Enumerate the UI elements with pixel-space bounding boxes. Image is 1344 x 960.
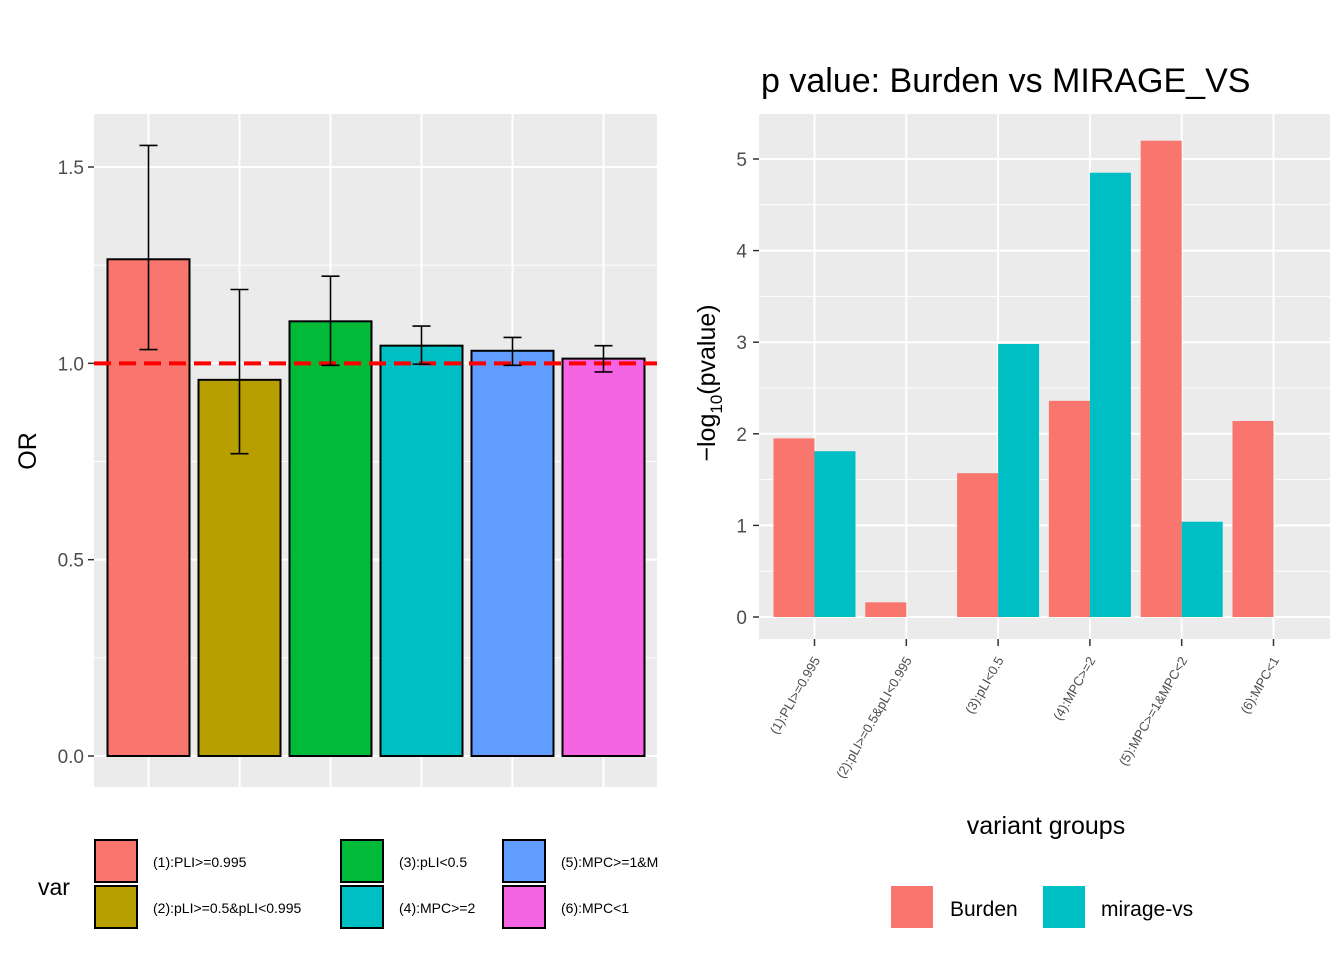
bar-Burden-4 [1048, 400, 1090, 617]
bar-mirage-vs-1 [814, 451, 856, 617]
y-tick-label: 3 [736, 333, 747, 354]
right-x-axis-title: variant groups [967, 812, 1125, 840]
left-error-bars [139, 144, 613, 455]
y-tick-label: 0.0 [58, 747, 84, 768]
y-tick-label: 0.5 [58, 551, 84, 572]
legend-label-6: (6):MPC<1 [561, 900, 629, 916]
legend-key-6 [502, 885, 546, 929]
y-tick-label: 1.5 [58, 158, 84, 179]
legend-label-4: (4):MPC>=2 [399, 900, 475, 916]
left-y-ticks: 0.0 0.5 1.0 1.5 [58, 158, 94, 768]
y-tick-label: 5 [736, 150, 747, 171]
legend-label-2: (2):pLI>=0.5&pLI<0.995 [153, 900, 301, 916]
left-bars [106, 258, 646, 757]
legend-key-mirage-vs [1043, 886, 1085, 928]
legend-label-1: (1):PLI>=0.995 [153, 854, 247, 870]
legend-label-3: (3):pLI<0.5 [399, 854, 467, 870]
legend-key-1 [94, 839, 138, 883]
x-tick-label: (6):MPC<1 [1237, 654, 1282, 716]
y-tick-label: 1 [736, 516, 747, 537]
bar-3 [288, 320, 373, 757]
x-tick-label: (5):MPC>=1&MPC<2 [1116, 654, 1191, 768]
y-tick-label: 2 [736, 425, 747, 446]
or-bar-chart: 0.0 0.5 1.0 1.5 OR var (1):PLI>=0.995 (2):pL… [14, 114, 658, 929]
bar-mirage-vs-5 [1181, 521, 1223, 617]
right-y-axis-title: −log10(pvalue) [693, 304, 726, 461]
y-tick-label: 1.0 [58, 354, 84, 375]
x-tick-label: (2):pLI>=0.5&pLI<0.995 [833, 654, 915, 781]
right-chart-title: p value: Burden vs MIRAGE_VS [761, 62, 1250, 100]
left-legend: (1):PLI>=0.995 (2):pLI>=0.5&pLI<0.995 (3):… [94, 839, 658, 929]
x-tick-label: (1):PLI>=0.995 [767, 654, 823, 737]
legend-label-5: (5):MPC>=1&M [561, 854, 658, 870]
bar-Burden-1 [773, 438, 815, 617]
legend-key-3 [340, 839, 384, 883]
legend-label-mirage-vs: mirage-vs [1101, 898, 1193, 921]
bar-mirage-vs-4 [1089, 172, 1131, 618]
right-legend: Burden mirage-vs [891, 886, 1193, 928]
left-legend-title: var [38, 874, 70, 900]
bar-1 [106, 258, 191, 757]
legend-key-5 [502, 839, 546, 883]
right-y-title-prefix: −log [693, 414, 721, 462]
bar-mirage-vs-3 [998, 344, 1040, 617]
pvalue-bar-chart: p value: Burden vs MIRAGE_VS 0 1 2 3 4 5 (1):… [693, 62, 1330, 928]
legend-key-4 [340, 885, 384, 929]
right-x-ticks: (1):PLI>=0.995 (2):pLI>=0.5&pLI<0.995 (3):… [767, 639, 1282, 781]
x-tick-label: (4):MPC>=2 [1050, 654, 1098, 723]
right-bars [773, 140, 1274, 618]
bar-4 [379, 344, 464, 757]
legend-label-Burden: Burden [950, 898, 1018, 921]
bar-5 [470, 349, 555, 757]
legend-key-2 [94, 885, 138, 929]
bar-Burden-5 [1140, 140, 1182, 617]
right-y-ticks: 0 1 2 3 4 5 [736, 150, 759, 629]
x-tick-label: (3):pLI<0.5 [962, 654, 1007, 716]
bar-Burden-6 [1232, 420, 1274, 617]
right-y-title-sub: 10 [707, 395, 726, 414]
bar-Burden-2 [865, 602, 907, 617]
right-y-title-suffix: (pvalue) [693, 304, 721, 394]
y-tick-label: 0 [736, 608, 747, 629]
legend-key-Burden [891, 886, 933, 928]
bar-Burden-3 [957, 473, 999, 617]
left-y-axis-title: OR [14, 432, 42, 470]
y-tick-label: 4 [736, 242, 747, 263]
bar-6 [561, 357, 646, 757]
